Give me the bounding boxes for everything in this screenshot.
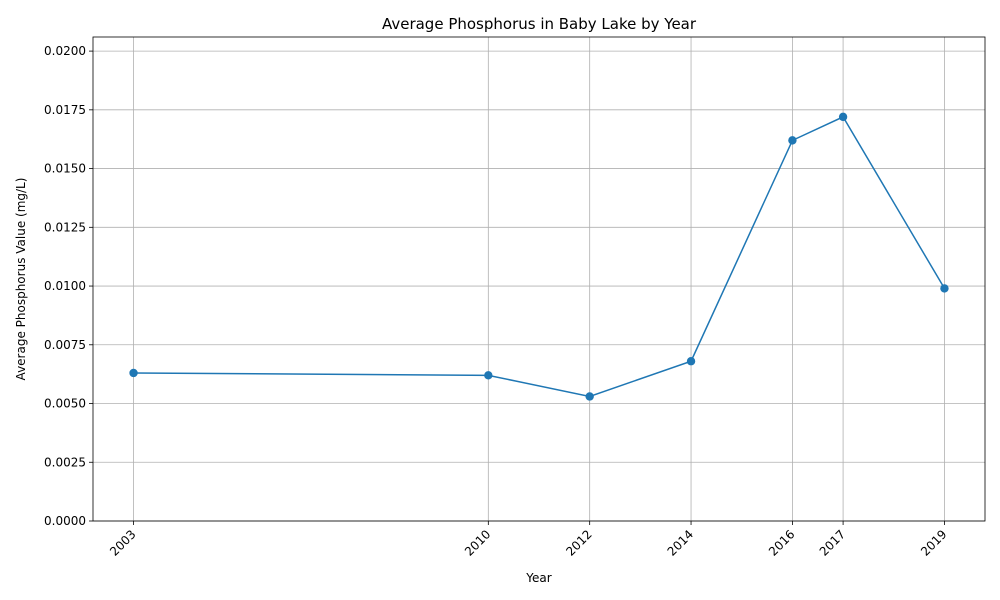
grid-layer bbox=[93, 37, 985, 522]
data-point bbox=[686, 357, 696, 366]
y-tick-label: 0.0150 bbox=[44, 162, 86, 176]
series-layer bbox=[129, 112, 949, 401]
y-tick-label: 0.0000 bbox=[44, 514, 86, 528]
data-point bbox=[838, 112, 848, 122]
x-tick-label: 2019 bbox=[918, 527, 949, 558]
y-tick-label: 0.0100 bbox=[44, 279, 86, 293]
y-tick-label: 0.0175 bbox=[44, 103, 86, 117]
data-point bbox=[484, 371, 493, 380]
chart-title: Average Phosphorus in Baby Lake by Year bbox=[382, 15, 697, 33]
x-tick-label: 2014 bbox=[665, 527, 696, 558]
x-tick-label: 2003 bbox=[107, 527, 138, 558]
data-point bbox=[585, 392, 594, 401]
y-axis-title: Average Phosphorus Value (mg/L) bbox=[14, 178, 28, 381]
y-tick-label: 0.0200 bbox=[44, 44, 86, 58]
x-axis-title: Year bbox=[525, 571, 551, 585]
x-tick-label: 2012 bbox=[563, 527, 594, 558]
tick-layer: 0.0000 0.0025 0.0050 0.0075 0.0100 0.0125 0.01… bbox=[44, 44, 950, 559]
plot-frame bbox=[92, 36, 986, 522]
series-line bbox=[133, 115, 946, 398]
x-tick-label: 2016 bbox=[766, 527, 797, 558]
data-point bbox=[129, 368, 138, 378]
data-point bbox=[788, 136, 797, 145]
y-tick-label: 0.0050 bbox=[44, 397, 86, 411]
data-point bbox=[940, 284, 949, 293]
y-tick-label: 0.0075 bbox=[44, 338, 86, 352]
x-tick-label: 2017 bbox=[817, 527, 848, 558]
x-tick-label: 2010 bbox=[462, 527, 493, 558]
y-tick-label: 0.0025 bbox=[44, 455, 86, 469]
y-tick-label: 0.0125 bbox=[44, 220, 86, 234]
